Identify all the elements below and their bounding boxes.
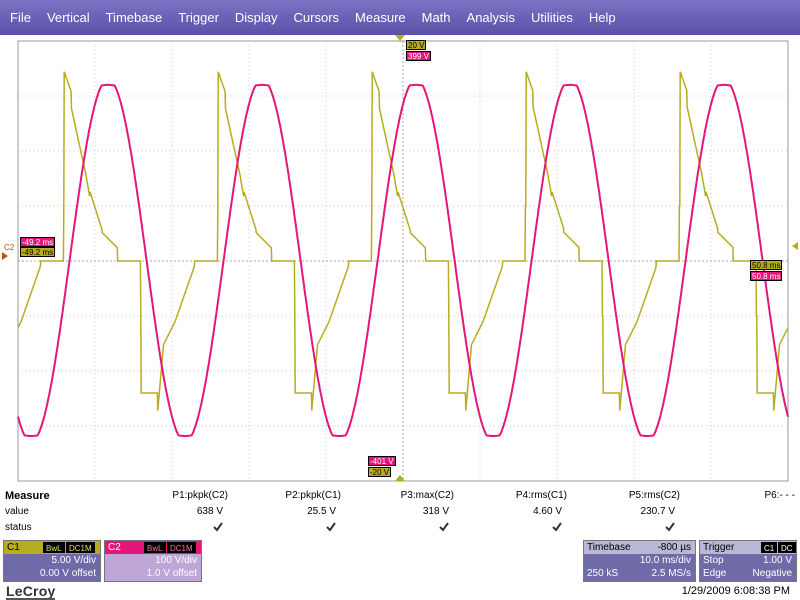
trigger-level: 1.00 V (763, 555, 792, 566)
status-row-label: status (5, 522, 32, 533)
waveform-plot (2, 35, 798, 482)
c1-bwl-tag: BwL (43, 542, 65, 553)
timebase-delay: -800 µs (657, 542, 691, 553)
left-c2-time-marker: -49.2 ms (20, 237, 56, 247)
c2-offset: 1.0 V offset (146, 568, 197, 579)
right-c2-time-marker: 50.8 ms (750, 271, 783, 281)
menu-measure[interactable]: Measure (355, 10, 406, 25)
c1-vdiv: 5.00 V/div (51, 555, 96, 566)
c1-label: C1 (7, 542, 20, 553)
measure-param-5-status-icon (565, 522, 675, 535)
menu-trigger[interactable]: Trigger (178, 10, 219, 25)
c2-label: C2 (108, 542, 121, 553)
trigger-position-arrow (395, 475, 405, 481)
measure-param-2-status-icon (226, 522, 336, 535)
trigger-type: Edge (703, 568, 727, 579)
measure-title: Measure (5, 490, 50, 502)
menu-utilities[interactable]: Utilities (530, 10, 573, 25)
measure-param-4-value: 4.60 V (533, 506, 562, 517)
measure-param-4-status-icon (452, 522, 562, 535)
timebase-rate: 2.5 MS/s (651, 568, 691, 579)
c2-ground-arrow (2, 252, 8, 260)
trigger-mode: Stop (703, 555, 724, 566)
top-c2-marker: 399 V (406, 51, 431, 61)
timebase-descriptor[interactable]: Timebase -800 µs 10.0 ms/div 250 kS 2.5 … (583, 540, 696, 582)
measure-param-4-name[interactable]: P4:rms(C1) (515, 490, 567, 501)
measure-param-3-status-icon (339, 522, 449, 535)
menu-vertical[interactable]: Vertical (46, 10, 90, 25)
menu-help[interactable]: Help (588, 10, 616, 25)
menu-cursors[interactable]: Cursors (293, 10, 340, 25)
trigger-slope: Negative (752, 568, 792, 579)
trigger-label: Trigger (703, 542, 735, 553)
trigger-level-arrow (792, 242, 798, 250)
waveform-display[interactable]: 20 V 399 V -401 V -20 V -49.2 ms -49.2 ms 50.8… (0, 35, 800, 485)
measure-param-5-name[interactable]: P5:rms(C2) (628, 490, 680, 501)
menu-math[interactable]: Math (421, 10, 451, 25)
menu-bar: File Vertical Timebase Trigger Display Cursor… (0, 0, 800, 35)
c1-offset: 0.00 V offset (40, 568, 96, 579)
measure-param-6-name[interactable]: P6:- - - (764, 490, 795, 501)
menu-analysis[interactable]: Analysis (466, 10, 515, 25)
timebase-tdiv: 10.0 ms/div (639, 555, 691, 566)
datetime: 1/29/2009 6:08:38 PM (681, 585, 790, 597)
lecroy-logo: LeCroy (6, 583, 56, 600)
timebase-samples: 250 kS (587, 568, 619, 579)
channel-1-descriptor[interactable]: C1 BwL DC1M 5.00 V/div 0.00 V offset (3, 540, 101, 582)
trigger-source-tag: C1 (761, 542, 778, 553)
right-c1-time-marker: 50.8 ms (750, 260, 783, 270)
measure-param-2-name[interactable]: P2:pkpk(C1) (285, 490, 341, 501)
menu-display[interactable]: Display (234, 10, 278, 25)
trigger-position-top-arrow (395, 35, 405, 41)
measure-param-3-name[interactable]: P3:max(C2) (400, 490, 454, 501)
channel-2-descriptor[interactable]: C2 BwL DC1M 100 V/div 1.0 V offset (104, 540, 202, 582)
measure-param-5-value: 230.7 V (640, 506, 675, 517)
value-row-label: value (5, 506, 29, 517)
measure-param-1-status-icon (113, 522, 223, 535)
c2-vdiv: 100 V/div (155, 555, 197, 566)
timebase-label: Timebase (587, 542, 631, 553)
trigger-coupling-tag: DC (778, 542, 796, 553)
c2-coupling-tag: DC1M (167, 542, 196, 553)
c2-level-label: C2 (4, 243, 15, 252)
c1-trace (17, 71, 789, 411)
measure-param-3-value: 318 V (422, 506, 449, 517)
trigger-descriptor[interactable]: Trigger C1 DC Stop 1.00 V Edge Negative (699, 540, 797, 582)
measure-param-1-name[interactable]: P1:pkpk(C2) (172, 490, 228, 501)
menu-file[interactable]: File (10, 10, 31, 25)
footer: LeCroy 1/29/2009 6:08:38 PM (0, 583, 800, 600)
top-c1-marker: 20 V (406, 40, 427, 50)
bottom-c2-marker: -401 V (368, 456, 396, 466)
menu-timebase[interactable]: Timebase (105, 10, 163, 25)
measure-table: Measure P1:pkpk(C2) P2:pkpk(C1) P3:max(C2)… (0, 487, 800, 537)
measure-param-1-value: 638 V (196, 506, 223, 517)
c1-coupling-tag: DC1M (66, 542, 95, 553)
measure-param-2-value: 25.5 V (307, 506, 336, 517)
c2-trace (17, 83, 789, 437)
bottom-c1-marker: -20 V (368, 467, 392, 477)
left-c1-time-marker: -49.2 ms (20, 247, 56, 257)
c2-bwl-tag: BwL (144, 542, 166, 553)
